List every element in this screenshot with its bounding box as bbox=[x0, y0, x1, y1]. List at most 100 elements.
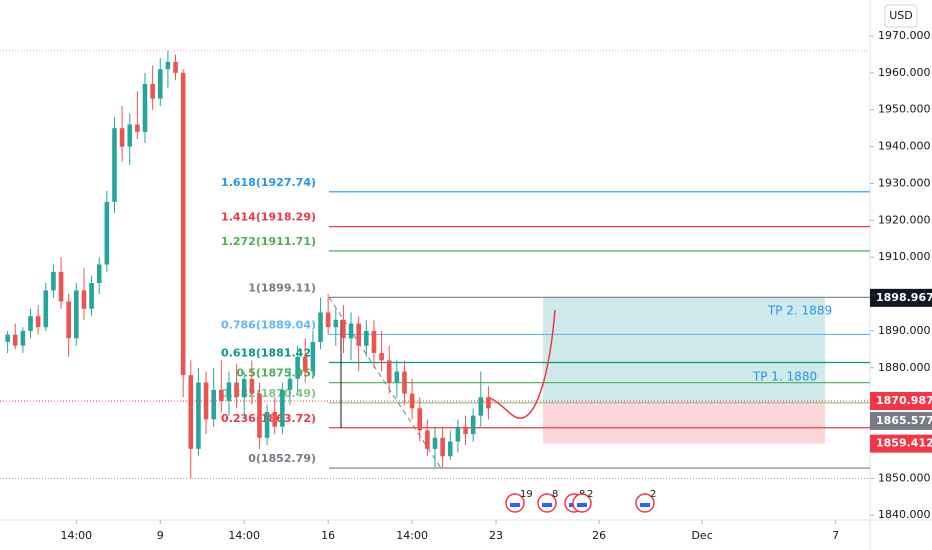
candle-body bbox=[196, 382, 201, 449]
candle-body bbox=[447, 441, 453, 457]
candle-body bbox=[264, 411, 270, 438]
candle-body bbox=[211, 389, 216, 420]
currency-badge[interactable] bbox=[884, 4, 918, 28]
candle-body bbox=[173, 61, 178, 73]
y-tick-label: 1850.000 bbox=[878, 471, 931, 484]
candle-body bbox=[364, 330, 369, 346]
candle-body bbox=[470, 415, 476, 435]
candle-body bbox=[234, 382, 239, 398]
x-tick-label: 7 bbox=[832, 529, 839, 542]
price-tag bbox=[870, 434, 932, 453]
x-tick-label: 16 bbox=[321, 529, 335, 542]
candle-body bbox=[455, 426, 461, 442]
candle-body bbox=[81, 290, 87, 309]
price-tag-label: 1865.577 bbox=[876, 414, 932, 427]
candle-body bbox=[295, 356, 300, 379]
candle-body bbox=[96, 264, 102, 283]
candle-body bbox=[150, 83, 155, 99]
y-tick-label: 1970.000 bbox=[878, 29, 931, 42]
candle-body bbox=[135, 124, 140, 132]
fib-label: 0.618(1881.42) bbox=[221, 347, 316, 360]
y-tick-label: 1910.000 bbox=[878, 250, 931, 263]
candle-body bbox=[5, 334, 10, 342]
profit-zone bbox=[543, 297, 825, 401]
candle-body bbox=[302, 356, 308, 372]
candle-body bbox=[58, 271, 64, 302]
event-flag bbox=[577, 503, 587, 507]
event-count: 2 bbox=[650, 489, 656, 500]
tp-1: TP 1. 1880 bbox=[752, 370, 817, 384]
y-tick-label: 1920.000 bbox=[878, 213, 931, 226]
fib-label: 1.272(1911.71) bbox=[221, 235, 316, 248]
fib-trend bbox=[328, 297, 442, 469]
y-tick-label: 1890.000 bbox=[878, 324, 931, 337]
candle-body bbox=[119, 128, 125, 147]
y-tick-label: 1930.000 bbox=[878, 176, 931, 189]
y-tick-label: 1840.000 bbox=[878, 508, 931, 521]
candle-body bbox=[440, 437, 445, 457]
currency: USD bbox=[889, 9, 913, 22]
fib-label: 1(1899.11) bbox=[248, 281, 316, 294]
price-tag bbox=[870, 288, 932, 307]
fib-label: 0.786(1889.04) bbox=[221, 318, 316, 331]
x-tick-label: Dec bbox=[691, 529, 712, 542]
candle-body bbox=[28, 316, 33, 331]
candle-body bbox=[20, 330, 26, 346]
candle-body bbox=[386, 360, 392, 383]
x-tick-label: 14:00 bbox=[60, 529, 92, 542]
candle-body bbox=[272, 411, 278, 427]
projection-curve bbox=[489, 309, 556, 419]
candle-body bbox=[348, 323, 354, 339]
fib-label: 0(1852.79) bbox=[248, 452, 316, 465]
price-tag-label: 1859.412 bbox=[876, 437, 932, 450]
price-tag-label: 1898.967 bbox=[876, 291, 932, 304]
candle-body bbox=[249, 378, 255, 394]
candle-body bbox=[104, 201, 110, 265]
candle-body bbox=[425, 430, 430, 449]
y-tick-label: 1960.000 bbox=[878, 66, 931, 79]
candle-body bbox=[241, 378, 247, 398]
candle-body bbox=[325, 312, 331, 328]
candle-body bbox=[402, 371, 407, 394]
price-tag-label: 1870.987 bbox=[876, 394, 932, 407]
candle-body bbox=[127, 124, 133, 147]
candle-body bbox=[203, 382, 209, 420]
candle-body bbox=[318, 312, 323, 342]
candle-body bbox=[486, 397, 491, 409]
x-tick-label: 14:00 bbox=[228, 529, 260, 542]
loss-zone bbox=[543, 400, 825, 444]
candle-body bbox=[188, 375, 194, 449]
candle-body bbox=[89, 282, 94, 309]
candle-body bbox=[287, 378, 293, 390]
candle-body bbox=[142, 83, 148, 132]
candle-body bbox=[43, 290, 49, 328]
event-count: 19 bbox=[520, 489, 533, 500]
candle-body bbox=[12, 334, 18, 346]
event-count: 8 bbox=[552, 489, 558, 500]
x-tick-label: 23 bbox=[489, 529, 503, 542]
event-flag bbox=[542, 503, 552, 507]
x-tick-label: 9 bbox=[157, 529, 164, 542]
candle-body bbox=[310, 341, 316, 372]
candle-body bbox=[226, 382, 232, 401]
candle-body bbox=[417, 408, 423, 431]
candle-body bbox=[74, 290, 79, 339]
candle-body bbox=[432, 437, 438, 449]
candle-body bbox=[356, 323, 361, 346]
candle-body bbox=[35, 316, 41, 328]
tp-2: TP 2. 1889 bbox=[767, 304, 832, 318]
event-flag bbox=[510, 503, 520, 507]
candle-body bbox=[394, 371, 400, 383]
candle-body bbox=[66, 301, 71, 339]
candle-body bbox=[257, 393, 262, 438]
candle-body bbox=[379, 353, 384, 361]
candle-body bbox=[478, 397, 484, 416]
y-tick-label: 1950.000 bbox=[878, 103, 931, 116]
price-tag bbox=[870, 391, 932, 410]
candle-body bbox=[165, 61, 171, 70]
price-tag bbox=[870, 411, 932, 430]
candle-body bbox=[341, 319, 346, 339]
event-count: 2 bbox=[587, 489, 593, 500]
